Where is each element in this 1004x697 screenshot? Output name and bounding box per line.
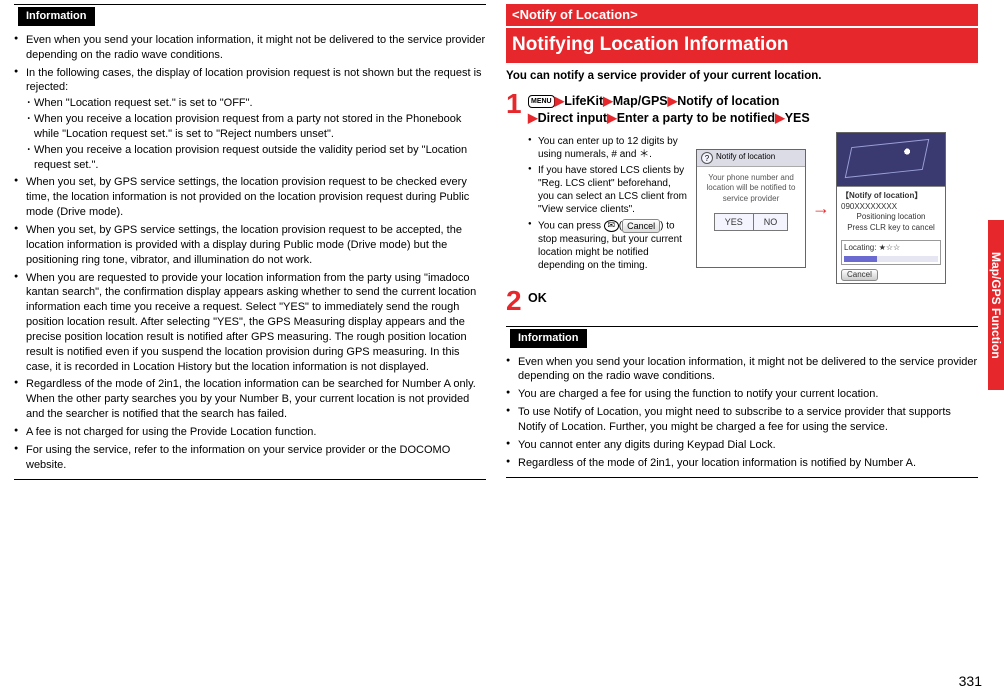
section-title: Notifying Location Information <box>506 28 978 64</box>
info-item: When you are requested to provide your l… <box>14 271 486 375</box>
info-item: Even when you send your location informa… <box>14 33 486 63</box>
info-item: You cannot enter any digits during Keypa… <box>506 438 978 453</box>
locating-label: Locating: ★☆☆ <box>844 243 900 252</box>
status-line: Positioning location <box>841 212 941 223</box>
confirm-screen: ? Notify of location Your phone number a… <box>696 149 806 268</box>
side-tab: Map/GPS Function <box>988 0 1004 697</box>
info-label-left: Information <box>18 7 95 26</box>
step-bullet: If you have stored LCS clients by "Reg. … <box>528 164 688 216</box>
step-1-detail: You can enter up to 12 digits by using n… <box>528 132 978 285</box>
step-body: MENU▶LifeKit▶Map/GPS▶Notify of location … <box>528 91 978 128</box>
section-tag-block: <Notify of Location> <box>506 4 978 26</box>
progress-bar <box>844 256 938 262</box>
info-item: A fee is not charged for using the Provi… <box>14 425 486 440</box>
map-thumbnail-icon <box>837 133 945 187</box>
cancel-softkey-icon: Cancel <box>622 219 660 233</box>
no-button[interactable]: NO <box>753 213 789 231</box>
section-tag: <Notify of Location> <box>506 4 978 26</box>
yes-no-row: YES NO <box>701 213 801 231</box>
locating-screen: 【Notify of location】 090XXXXXXXX Positio… <box>836 132 946 285</box>
phone-number: 090XXXXXXXX <box>841 202 941 213</box>
step-bullet: You can press ✉(Cancel) to stop measurin… <box>528 219 688 272</box>
step-number: 1 <box>506 91 528 116</box>
info-box-left: Information Even when you send your loca… <box>14 4 486 480</box>
info-item: When you set, by GPS service settings, t… <box>14 175 486 220</box>
info-item: To use Notify of Location, you might nee… <box>506 405 978 435</box>
step-bullet: You can enter up to 12 digits by using n… <box>528 135 688 161</box>
nav-arrow-icon: ▶ <box>775 111 785 125</box>
nav-arrow-icon: ▶ <box>603 94 613 108</box>
yes-button[interactable]: YES <box>714 213 753 231</box>
screen-body: Your phone number and location will be n… <box>697 167 805 267</box>
progress-box: Locating: ★☆☆ <box>841 240 941 265</box>
screen-body: 【Notify of location】 090XXXXXXXX Positio… <box>837 133 945 284</box>
screen-titlebar: ? Notify of location <box>697 150 805 167</box>
cancel-button[interactable]: Cancel <box>841 269 878 282</box>
hint-line: Press CLR key to cancel <box>841 223 941 234</box>
nav-arrow-icon: ▶ <box>668 94 678 108</box>
screen-title: Notify of location <box>716 152 775 163</box>
sub-item: When "Location request set." is set to "… <box>26 96 486 111</box>
info-item: For using the service, refer to the info… <box>14 443 486 473</box>
info-item: Regardless of the mode of 2in1, the loca… <box>14 377 486 422</box>
page-number: 331 <box>959 672 982 691</box>
question-icon: ? <box>701 152 713 164</box>
info-item: Regardless of the mode of 2in1, your loc… <box>506 456 978 471</box>
info-box-right: Information Even when you send your loca… <box>506 326 978 479</box>
info-item: In the following cases, the display of l… <box>14 66 486 173</box>
side-tab-label: Map/GPS Function <box>988 225 1004 385</box>
step-body: OK <box>528 288 978 308</box>
step-2: 2 OK <box>506 288 978 313</box>
menu-key-icon: MENU <box>528 95 555 108</box>
step-1: 1 MENU▶LifeKit▶Map/GPS▶Notify of locatio… <box>506 91 978 128</box>
info-item: When you set, by GPS service settings, t… <box>14 223 486 268</box>
screen-message: Your phone number and location will be n… <box>701 173 801 205</box>
sub-list: When "Location request set." is set to "… <box>26 96 486 172</box>
info-item: You are charged a fee for using the func… <box>506 387 978 402</box>
info-item: Even when you send your location informa… <box>506 355 978 385</box>
screens-row: ? Notify of location Your phone number a… <box>696 132 978 285</box>
info-list-right: Even when you send your location informa… <box>506 355 978 471</box>
nav-arrow-icon: ▶ <box>528 111 538 125</box>
screen-subtitle: 【Notify of location】 <box>841 191 941 202</box>
flow-arrow-icon: → <box>812 196 830 220</box>
sub-item: When you receive a location provision re… <box>26 143 486 173</box>
info-label-right: Information <box>510 329 587 348</box>
info-list-left: Even when you send your location informa… <box>14 33 486 473</box>
step-number: 2 <box>506 288 528 313</box>
step-bullets: You can enter up to 12 digits by using n… <box>528 132 688 275</box>
left-column: Information Even when you send your loca… <box>14 4 486 490</box>
right-column: <Notify of Location> Notifying Location … <box>506 4 978 490</box>
nav-arrow-icon: ▶ <box>607 111 617 125</box>
mail-key-icon: ✉ <box>604 220 619 232</box>
section-lead: You can notify a service provider of you… <box>506 69 978 85</box>
sub-item: When you receive a location provision re… <box>26 112 486 142</box>
nav-arrow-icon: ▶ <box>555 94 565 108</box>
